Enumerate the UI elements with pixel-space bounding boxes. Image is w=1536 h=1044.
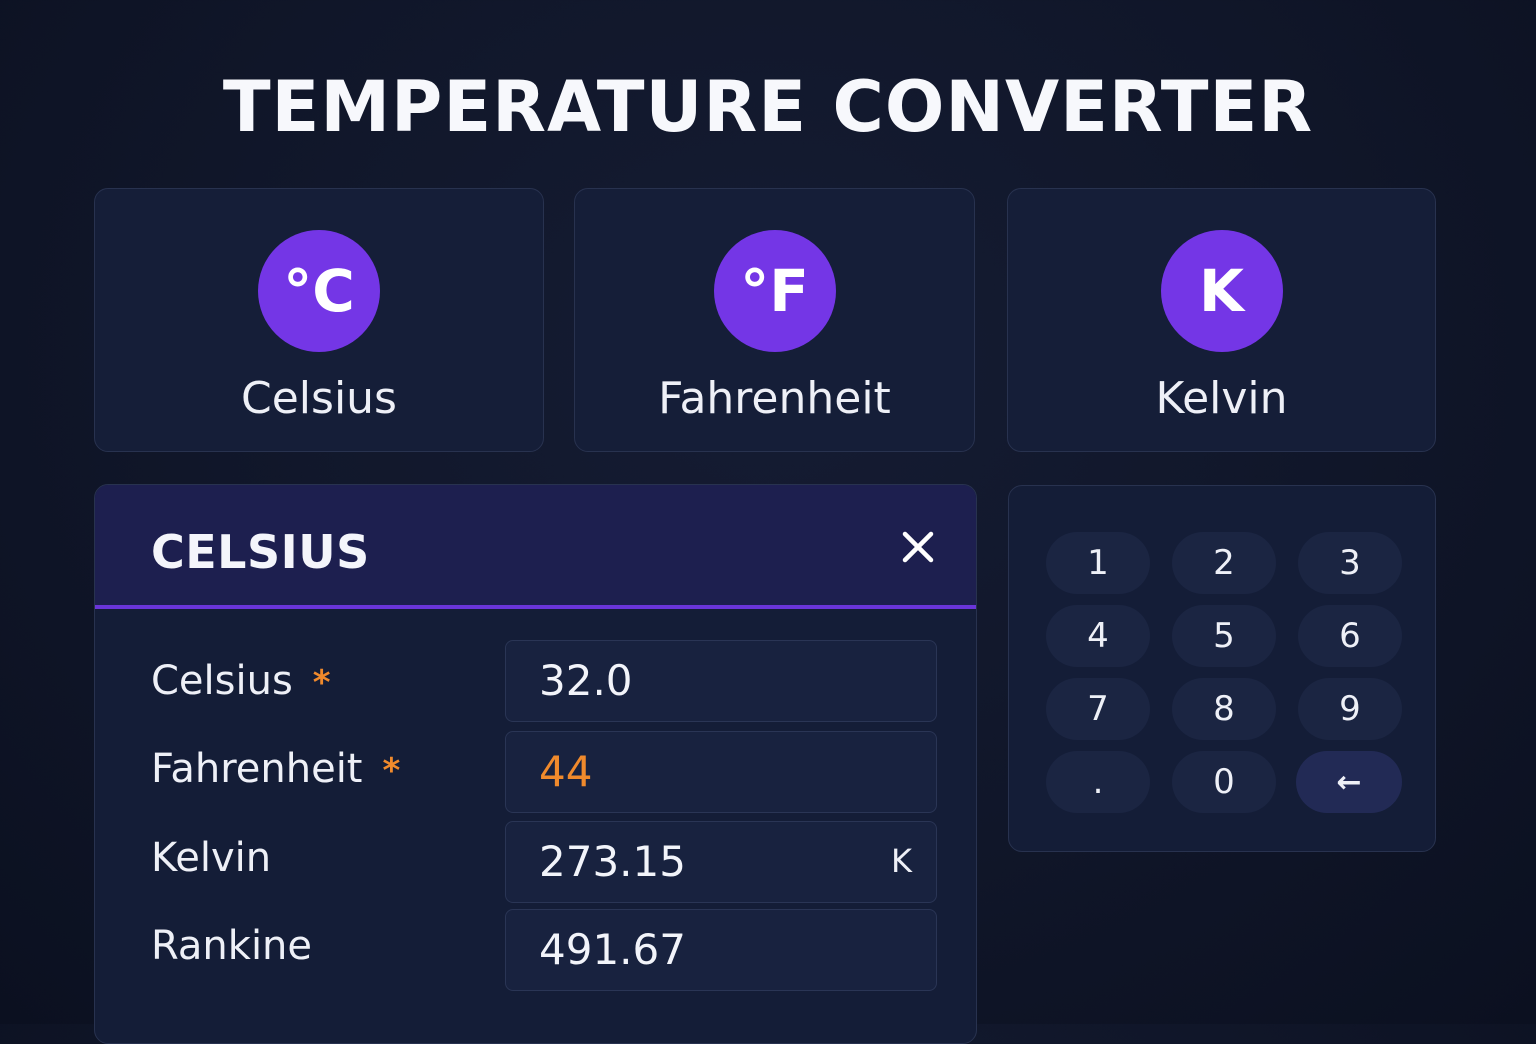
close-icon	[902, 531, 934, 563]
key-7[interactable]: 7	[1046, 678, 1150, 740]
unit-label-kelvin: Kelvin	[1155, 373, 1288, 424]
key-2[interactable]: 2	[1172, 532, 1276, 594]
key-4[interactable]: 4	[1046, 605, 1150, 667]
key-8[interactable]: 8	[1172, 678, 1276, 740]
page-title: TEMPERATURE CONVERTER	[222, 66, 1314, 148]
celsius-field-label: Celsius *	[151, 658, 331, 704]
key-9[interactable]: 9	[1298, 678, 1402, 740]
kelvin-unit-suffix: K	[891, 842, 912, 880]
required-asterisk: *	[382, 751, 401, 791]
unit-card-celsius[interactable]: °C Celsius	[94, 188, 544, 452]
rankine-field-label: Rankine	[151, 923, 313, 969]
panel-header: CELSIUS	[95, 485, 976, 609]
key-decimal[interactable]: .	[1046, 751, 1150, 813]
numeric-keypad: 1 2 3 4 5 6 7 8 9 . 0 ←	[1008, 485, 1436, 852]
celsius-symbol-badge: °C	[258, 230, 380, 352]
backspace-button[interactable]: ←	[1296, 751, 1402, 813]
fahrenheit-symbol-badge: °F	[713, 230, 836, 352]
backspace-arrow-icon: ←	[1336, 764, 1362, 800]
required-asterisk: *	[312, 663, 331, 703]
panel-title: CELSIUS	[151, 525, 370, 579]
celsius-input[interactable]: 32.0	[505, 640, 937, 722]
kelvin-value: 273.15	[539, 837, 686, 886]
fahrenheit-input[interactable]: 44	[505, 731, 937, 813]
fahrenheit-field-label: Fahrenheit *	[151, 746, 400, 792]
unit-label-celsius: Celsius	[241, 373, 397, 424]
fahrenheit-label-text: Fahrenheit	[151, 746, 363, 792]
kelvin-field-label: Kelvin	[151, 835, 272, 881]
celsius-label-text: Celsius	[151, 658, 293, 704]
key-3[interactable]: 3	[1298, 532, 1402, 594]
kelvin-input[interactable]: 273.15 K	[505, 821, 937, 903]
key-0[interactable]: 0	[1172, 751, 1276, 813]
key-1[interactable]: 1	[1046, 532, 1150, 594]
conversion-panel: CELSIUS Celsius * 32.0 Fahrenheit * 44 Kel…	[94, 484, 977, 1044]
unit-label-fahrenheit: Fahrenheit	[658, 373, 891, 424]
key-6[interactable]: 6	[1298, 605, 1402, 667]
close-button[interactable]	[898, 527, 938, 567]
kelvin-symbol-badge: K	[1160, 230, 1283, 352]
rankine-input[interactable]: 491.67	[505, 909, 937, 991]
unit-card-kelvin[interactable]: K Kelvin	[1007, 188, 1436, 452]
key-5[interactable]: 5	[1172, 605, 1276, 667]
unit-card-fahrenheit[interactable]: °F Fahrenheit	[574, 188, 975, 452]
